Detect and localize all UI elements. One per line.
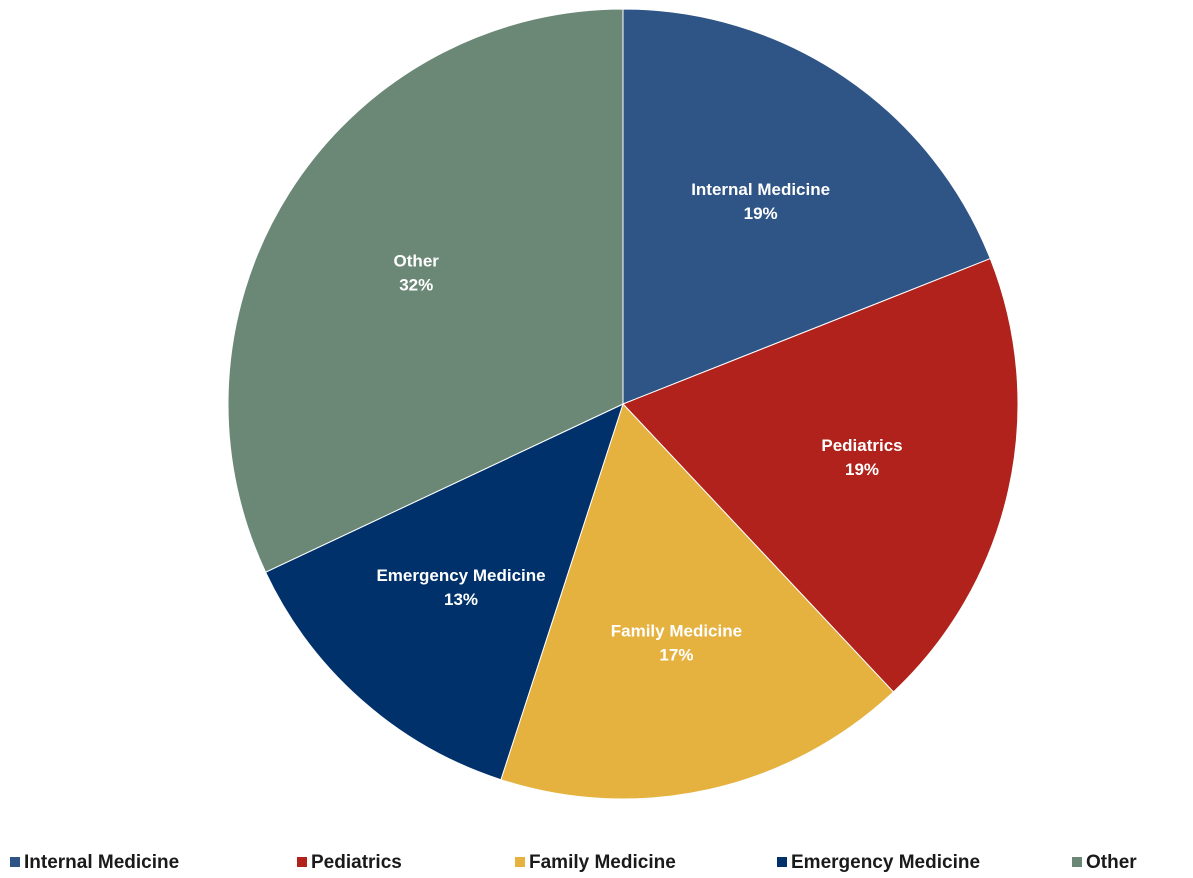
slice-category-label: Pediatrics bbox=[821, 436, 902, 455]
legend-item: Pediatrics bbox=[297, 852, 402, 873]
slice-value-label: 17% bbox=[659, 645, 693, 664]
pie-slice bbox=[227, 8, 624, 573]
slice-value-label: 19% bbox=[744, 204, 778, 223]
slice-value-label: 32% bbox=[399, 275, 433, 294]
slice-value-label: 13% bbox=[444, 590, 478, 609]
legend-label: Family Medicine bbox=[529, 852, 676, 873]
legend-swatch bbox=[515, 857, 525, 867]
slice-value-label: 19% bbox=[845, 460, 879, 479]
slice-category-label: Emergency Medicine bbox=[376, 566, 545, 585]
legend-swatch bbox=[777, 857, 787, 867]
legend-item: Family Medicine bbox=[515, 852, 676, 873]
legend-swatch bbox=[297, 857, 307, 867]
pie-slice bbox=[500, 403, 895, 800]
pie-slice bbox=[622, 257, 1019, 693]
legend-label: Pediatrics bbox=[311, 852, 402, 873]
legend-item: Emergency Medicine bbox=[777, 852, 980, 873]
slice-category-label: Internal Medicine bbox=[691, 180, 830, 199]
legend-swatch bbox=[1072, 857, 1082, 867]
pie-slice bbox=[622, 8, 991, 405]
legend-label: Emergency Medicine bbox=[791, 852, 980, 873]
slice-category-label: Family Medicine bbox=[611, 621, 742, 640]
legend-label: Internal Medicine bbox=[24, 852, 179, 873]
pie-slice bbox=[264, 403, 624, 781]
slice-category-label: Other bbox=[394, 251, 440, 270]
legend-item: Other bbox=[1072, 852, 1137, 873]
legend-swatch bbox=[10, 857, 20, 867]
legend-label: Other bbox=[1086, 852, 1137, 873]
legend-item: Internal Medicine bbox=[10, 852, 179, 873]
